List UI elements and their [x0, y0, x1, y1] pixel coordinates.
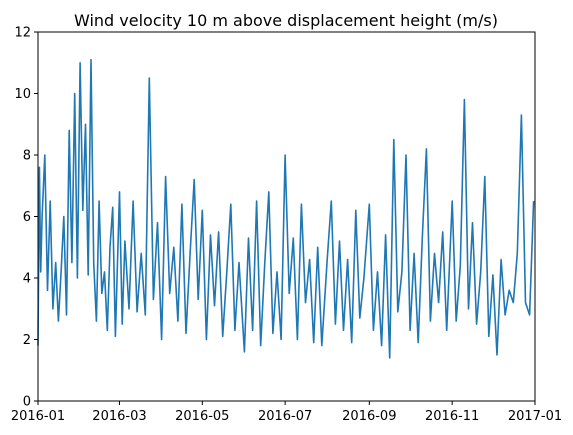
y-tick-label: 10 [14, 87, 31, 102]
x-tick-label: 2016-11 [425, 409, 479, 424]
y-tick-label: 0 [23, 395, 31, 410]
y-tick-label: 6 [23, 210, 31, 225]
series-line-0 [37, 58, 535, 359]
y-tick-label: 4 [23, 272, 31, 287]
x-tick-label: 2016-09 [342, 409, 396, 424]
x-tick-label: 2016-07 [258, 409, 312, 424]
x-tick-label: 2016-01 [11, 409, 65, 424]
y-axis: 0 2 4 6 8 10 12 [14, 26, 38, 410]
plot-area [37, 58, 535, 359]
chart-title: Wind velocity 10 m above displacement he… [74, 11, 498, 30]
x-axis: 2016-01 2016-03 2016-05 2016-07 2016-09 2016-… [11, 401, 562, 424]
y-tick-label: 12 [14, 26, 31, 41]
y-tick-label: 2 [23, 333, 31, 348]
x-tick-label: 2016-03 [92, 409, 146, 424]
y-tick-label: 8 [23, 149, 31, 164]
x-tick-label: 2017-01 [508, 409, 562, 424]
x-tick-label: 2016-05 [175, 409, 229, 424]
